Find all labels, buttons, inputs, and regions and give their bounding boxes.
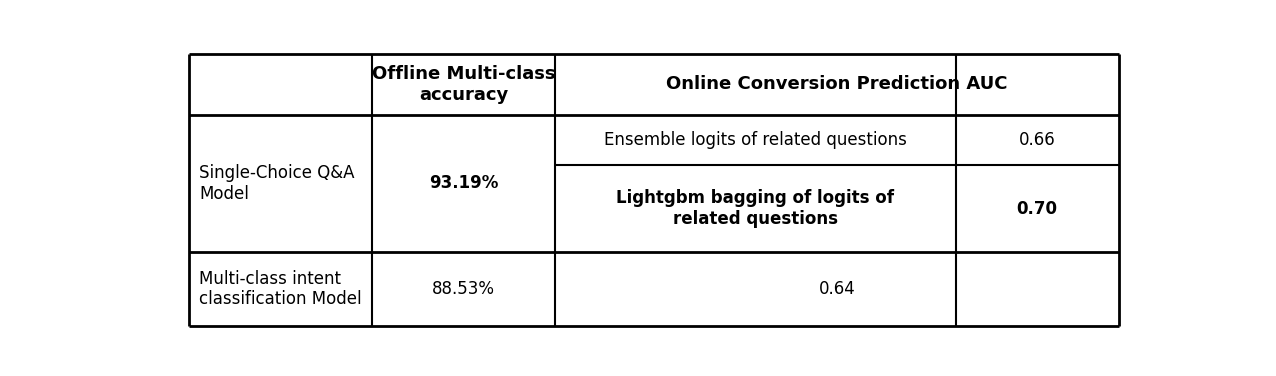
- Text: 88.53%: 88.53%: [433, 280, 495, 298]
- Text: Lightgbm bagging of logits of
related questions: Lightgbm bagging of logits of related qu…: [616, 189, 894, 228]
- Text: Offline Multi-class
accuracy: Offline Multi-class accuracy: [371, 65, 555, 104]
- Text: 0.64: 0.64: [818, 280, 855, 298]
- Text: 0.66: 0.66: [1018, 131, 1055, 149]
- Text: Online Conversion Prediction AUC: Online Conversion Prediction AUC: [666, 75, 1008, 93]
- Text: 0.70: 0.70: [1017, 200, 1058, 218]
- Text: 93.19%: 93.19%: [429, 174, 498, 193]
- Text: Ensemble logits of related questions: Ensemble logits of related questions: [604, 131, 907, 149]
- Text: Single-Choice Q&A
Model: Single-Choice Q&A Model: [199, 164, 355, 203]
- Text: Multi-class intent
classification Model: Multi-class intent classification Model: [199, 270, 361, 308]
